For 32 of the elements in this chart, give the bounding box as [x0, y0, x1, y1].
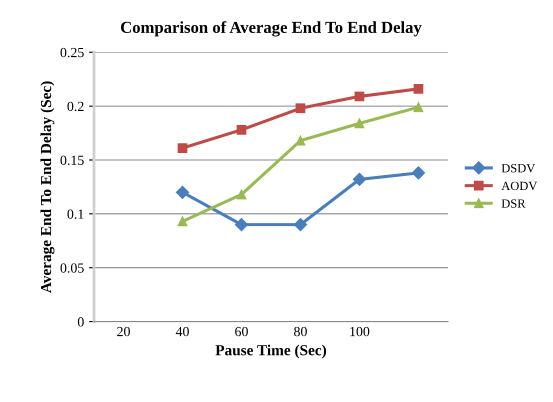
point	[178, 216, 188, 226]
x-tick-label: 60	[235, 326, 248, 336]
x-tick-label: 100	[350, 326, 370, 336]
legend-label: DSDV	[502, 164, 536, 172]
legend-label: AODV	[501, 182, 538, 190]
point	[352, 172, 366, 186]
point	[236, 124, 246, 135]
x-tick-label: 80	[294, 326, 307, 336]
y-tick-label: 0.05	[60, 263, 84, 273]
x-tick-label: 40	[176, 326, 189, 336]
y-axis-title: Average End To End Delay (Sec)	[40, 81, 54, 293]
point	[178, 143, 188, 154]
legend-label: DSR	[502, 199, 526, 208]
point	[412, 166, 426, 180]
point	[296, 103, 306, 114]
x-axis-title: Pause Time (Sec)	[215, 344, 326, 358]
y-tick-label: 0.15	[60, 156, 84, 166]
y-tick-label: 0.2	[67, 102, 84, 112]
point	[414, 102, 424, 112]
point	[414, 84, 424, 94]
point	[294, 218, 308, 232]
point	[234, 218, 248, 232]
y-tick-label: 0.25	[60, 48, 84, 58]
x-tick-label: 20	[117, 326, 130, 336]
point	[296, 136, 306, 146]
y-tick-label: 0.1	[67, 209, 84, 219]
y-tick-label: 0	[78, 317, 84, 327]
point	[354, 92, 364, 102]
chart-title: Comparison of Average End To End Delay	[120, 21, 422, 36]
point	[176, 186, 190, 199]
point	[354, 118, 364, 128]
point	[236, 190, 246, 200]
